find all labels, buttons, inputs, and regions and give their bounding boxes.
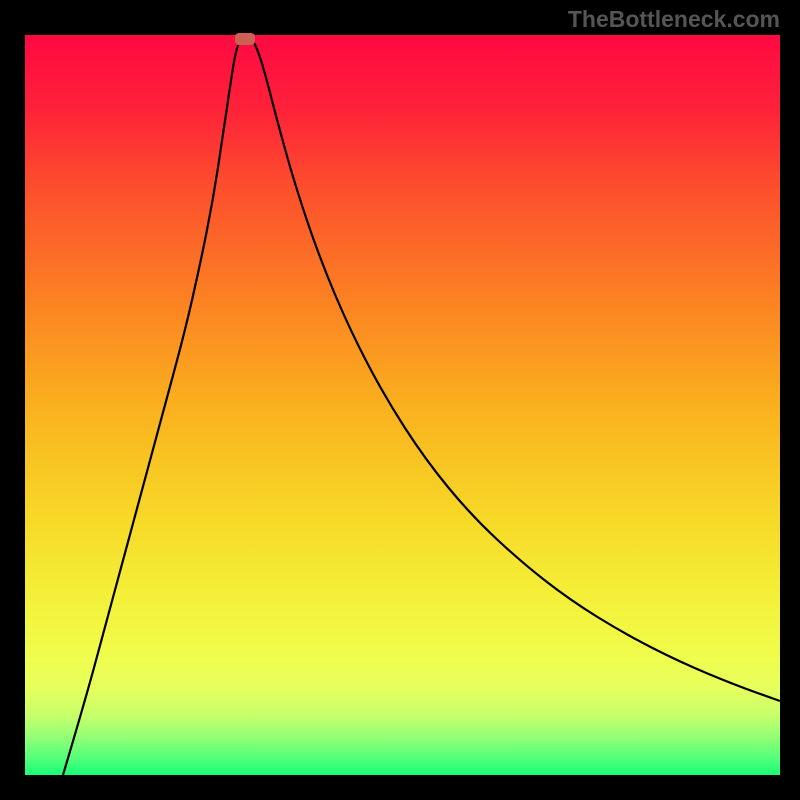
watermark-text: TheBottleneck.com <box>568 6 780 33</box>
chart-container: TheBottleneck.com <box>0 0 800 800</box>
bottleneck-marker <box>235 33 255 45</box>
gradient-plot-area <box>25 35 780 775</box>
